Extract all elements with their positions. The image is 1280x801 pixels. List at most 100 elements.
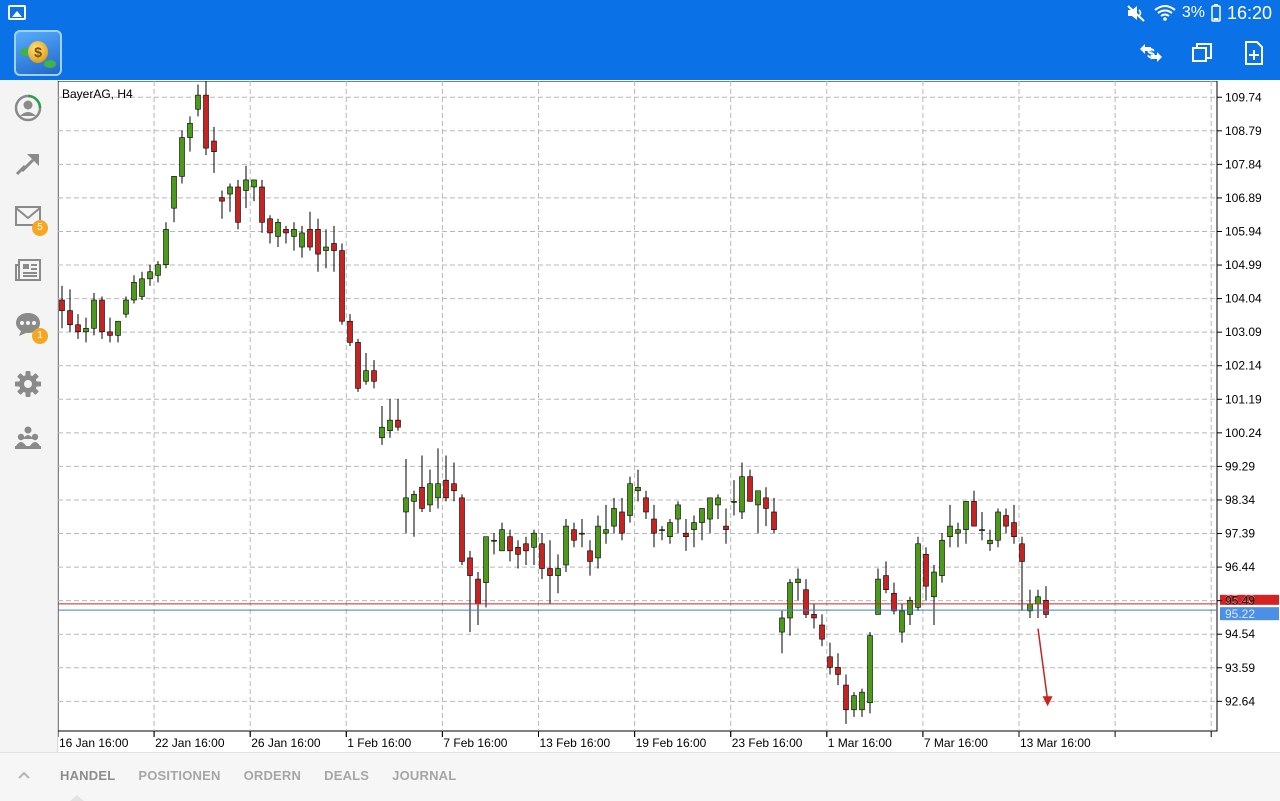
y-tick-label: 94.54 [1225, 627, 1255, 641]
tab-deals[interactable]: DEALS [324, 768, 370, 783]
candle [411, 490, 417, 537]
community-icon [15, 426, 41, 449]
candle-body [267, 218, 273, 234]
candle-body [835, 667, 841, 675]
candle [307, 211, 313, 251]
y-tick-label: 105.94 [1225, 224, 1262, 238]
candle-body [963, 501, 969, 530]
candle-body [275, 222, 281, 237]
app-logo[interactable]: $ [14, 30, 62, 76]
candle-body [987, 539, 993, 545]
sidebar-item-news[interactable] [12, 254, 44, 286]
bid-label-box [1220, 607, 1279, 621]
y-tick-label: 103.09 [1225, 325, 1262, 339]
candle [499, 522, 505, 552]
candle [531, 529, 537, 565]
windows-icon[interactable] [1187, 38, 1217, 68]
candle [643, 490, 649, 520]
candle-body [83, 327, 89, 333]
candle [459, 494, 465, 565]
sidebar-item-trade[interactable] [12, 147, 44, 179]
candle [723, 508, 729, 544]
candle [1019, 536, 1025, 611]
candle [547, 540, 553, 604]
new-order-icon[interactable] [1239, 38, 1269, 68]
y-tick-label: 96.44 [1225, 560, 1255, 574]
candle-body [451, 483, 457, 492]
candle [59, 285, 65, 329]
price-chart[interactable]: 95.40 95.22 109.74 108.79 107.84 106.89 105.9… [57, 80, 1280, 752]
candle-body [923, 554, 929, 587]
candle [323, 229, 329, 269]
candle-body [627, 483, 633, 516]
candle-body [651, 518, 657, 534]
tab-handel[interactable]: HANDEL [60, 768, 116, 783]
svg-text:$: $ [1147, 45, 1155, 61]
candle [395, 398, 401, 431]
x-tick-label: 22 Jan 16:00 [155, 736, 225, 750]
candle-body [379, 426, 385, 439]
account-icon [14, 94, 42, 122]
candle [891, 582, 897, 615]
candle-body [539, 543, 545, 569]
chevron-up-icon[interactable] [16, 767, 32, 783]
sell-arrow-icon [1042, 696, 1053, 707]
candle-body [483, 536, 489, 583]
candle [1011, 504, 1017, 544]
x-tick-label: 7 Feb 16:00 [443, 736, 507, 750]
candle-body [507, 536, 513, 552]
candle-body [939, 539, 945, 576]
candle [243, 165, 249, 209]
candle-body [147, 271, 153, 280]
candle [691, 515, 697, 548]
chat-badge: 1 [32, 328, 48, 344]
wifi-icon [1154, 5, 1176, 21]
candle [67, 289, 73, 332]
candle-body [411, 494, 417, 502]
sidebar-item-community[interactable] [12, 422, 44, 454]
candle [995, 508, 1001, 548]
trade-icon[interactable]: $ [1136, 38, 1166, 68]
candle-body [1011, 522, 1017, 538]
candle [515, 540, 521, 569]
candle-body [915, 543, 921, 608]
candle-body [99, 299, 105, 333]
candle [603, 504, 609, 544]
battery-percent: 3% [1181, 4, 1205, 21]
sidebar-item-mail[interactable]: 5 [12, 200, 48, 236]
candle [195, 84, 201, 117]
candle-body [675, 504, 681, 520]
candle-body [123, 299, 129, 315]
candle [795, 568, 801, 601]
candle-body [283, 229, 289, 234]
dollar-coin-icon: $ [28, 41, 48, 63]
sidebar-item-account[interactable] [12, 92, 44, 124]
candle [507, 529, 513, 562]
candle [771, 497, 777, 534]
candle [443, 455, 449, 502]
candle-body [947, 525, 953, 538]
candle-body [131, 282, 137, 301]
candle-body [59, 299, 65, 311]
candle [211, 126, 217, 173]
sidebar-item-settings[interactable] [12, 368, 44, 400]
tab-ordern[interactable]: ORDERN [243, 768, 302, 783]
candle [355, 338, 361, 392]
y-tick-label: 109.74 [1225, 90, 1262, 104]
clock: 16:20 [1226, 2, 1272, 23]
candle-body [107, 331, 113, 336]
sidebar-item-chat[interactable]: 1 [12, 308, 48, 344]
candle-body [611, 508, 617, 527]
candle-body [403, 497, 409, 513]
candle-body [803, 589, 809, 615]
y-tick-label: 95.49 [1225, 594, 1255, 608]
candle [963, 501, 969, 544]
candle [835, 653, 841, 686]
candle [91, 292, 97, 336]
candle-body [747, 476, 753, 502]
candle [923, 547, 929, 601]
tab-positionen[interactable]: POSITIONEN [138, 768, 221, 783]
candle-body [259, 186, 265, 223]
tab-journal[interactable]: JOURNAL [392, 768, 457, 783]
